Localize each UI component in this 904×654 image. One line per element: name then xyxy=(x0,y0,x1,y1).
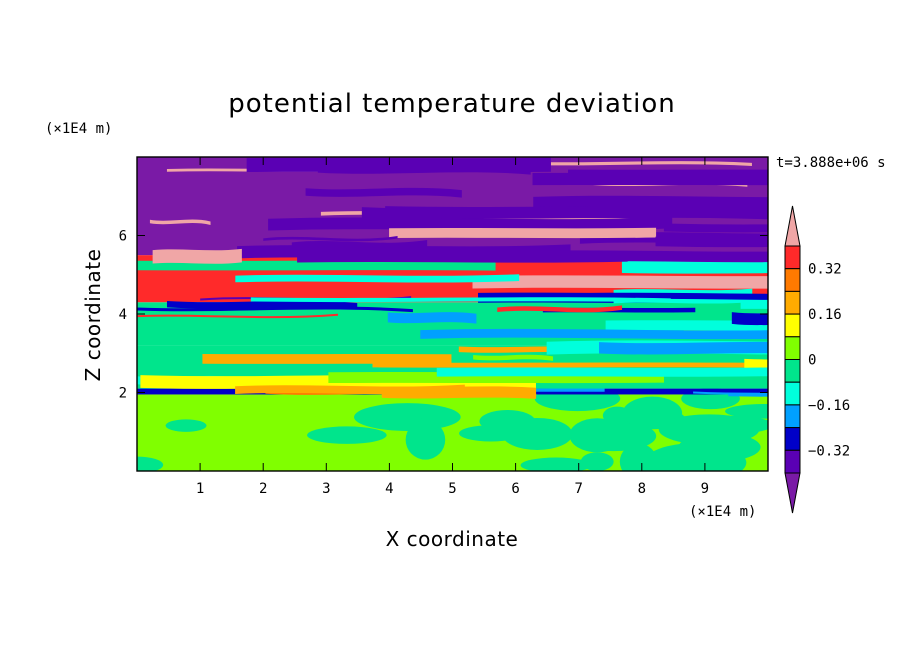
y-unit-label: (×1E4 m) xyxy=(45,121,112,137)
colorbar-segment xyxy=(784,290,801,315)
x-tick-label: 8 xyxy=(638,481,646,497)
contour-streak xyxy=(599,341,768,355)
colorbar-extend-max xyxy=(784,205,801,247)
contour-streak xyxy=(731,312,768,326)
colorbar-segment xyxy=(784,336,801,360)
x-unit-label: (×1E4 m) xyxy=(689,504,756,520)
x-tick-label: 4 xyxy=(385,481,393,497)
colorbar-tick-label: −0.32 xyxy=(808,443,850,459)
contour-streak xyxy=(605,320,768,331)
time-label: t=3.888e+06 s xyxy=(776,155,886,171)
contour-streak xyxy=(268,216,673,231)
contour-streak xyxy=(514,161,752,167)
contour-patch xyxy=(570,420,657,452)
colorbar-segment xyxy=(784,359,801,383)
colorbar-segment xyxy=(784,404,801,429)
contour-streak xyxy=(389,227,657,239)
contour-streak xyxy=(361,206,655,220)
contour-field xyxy=(137,157,768,471)
x-axis-ticks: 1 2 3 4 5 6 7 8 9 xyxy=(196,157,709,497)
contour-streak xyxy=(149,219,211,225)
contour-streak xyxy=(137,313,338,319)
x-tick-label: 3 xyxy=(322,481,330,497)
contour-streak xyxy=(436,367,768,377)
contour-patch xyxy=(137,456,164,471)
x-tick-label: 2 xyxy=(259,481,267,497)
contour-streak xyxy=(655,236,768,248)
colorbar-segment xyxy=(784,313,801,338)
contour-patch xyxy=(520,457,592,471)
y-tick-label: 4 xyxy=(119,307,127,323)
x-axis-label: X coordinate xyxy=(386,527,519,551)
contour-streak xyxy=(166,300,358,310)
contour-patch xyxy=(602,406,632,425)
contour-streak xyxy=(372,362,768,368)
contour-patch xyxy=(307,426,387,444)
contour-streak xyxy=(387,312,477,324)
contour-streak xyxy=(263,235,398,242)
y-axis-label: Z coordinate xyxy=(81,249,105,382)
x-tick-label: 9 xyxy=(701,481,709,497)
contour-patch xyxy=(363,404,423,428)
y-tick-label: 6 xyxy=(119,229,127,245)
x-tick-label: 5 xyxy=(448,481,456,497)
contour-streak xyxy=(152,248,242,264)
contour-patch xyxy=(725,403,768,419)
y-axis-ticks: 2 4 6 xyxy=(119,229,768,402)
colorbar-segment xyxy=(784,381,801,406)
contour-patch xyxy=(479,410,536,433)
contour-streak xyxy=(250,297,671,303)
chart-title: potential temperature deviation xyxy=(228,89,675,119)
colorbar-tick-label: 0 xyxy=(808,353,816,369)
contour-streak xyxy=(693,391,768,395)
contour-streak xyxy=(297,251,628,263)
x-tick-label: 6 xyxy=(511,481,519,497)
contour-patch xyxy=(405,420,446,460)
contour-streak xyxy=(473,354,554,361)
contour-patch xyxy=(165,419,207,432)
contour-streak xyxy=(472,275,768,289)
contour-streak xyxy=(532,172,768,186)
y-tick-label: 2 xyxy=(119,386,127,402)
colorbar-segment xyxy=(784,245,801,270)
contour-streak xyxy=(663,223,768,233)
contour-streak xyxy=(420,328,768,340)
contour-streak xyxy=(305,187,462,198)
x-tick-label: 7 xyxy=(574,481,582,497)
colorbar-tick-label: −0.16 xyxy=(808,398,850,414)
contour-streak xyxy=(497,305,623,313)
colorbar-segment xyxy=(784,427,801,451)
contour-streak xyxy=(728,393,768,397)
contour-streak xyxy=(235,384,465,395)
contour-streak xyxy=(235,274,520,283)
contour-streak xyxy=(533,195,768,209)
colorbar-extend-min xyxy=(784,472,801,514)
colorbar-tick-label: 0.16 xyxy=(808,307,842,323)
contour-streak xyxy=(621,260,768,274)
contour-streak xyxy=(246,157,551,173)
colorbar: 0.32 0.16 0 −0.16 −0.32 xyxy=(784,205,850,514)
colorbar-segment xyxy=(784,449,801,474)
contour-streak xyxy=(202,353,452,365)
colorbar-tick-label: 0.32 xyxy=(808,262,842,278)
contour-patch xyxy=(686,415,768,434)
contour-patch xyxy=(643,443,747,471)
colorbar-segment xyxy=(784,268,801,292)
x-tick-label: 1 xyxy=(196,481,204,497)
